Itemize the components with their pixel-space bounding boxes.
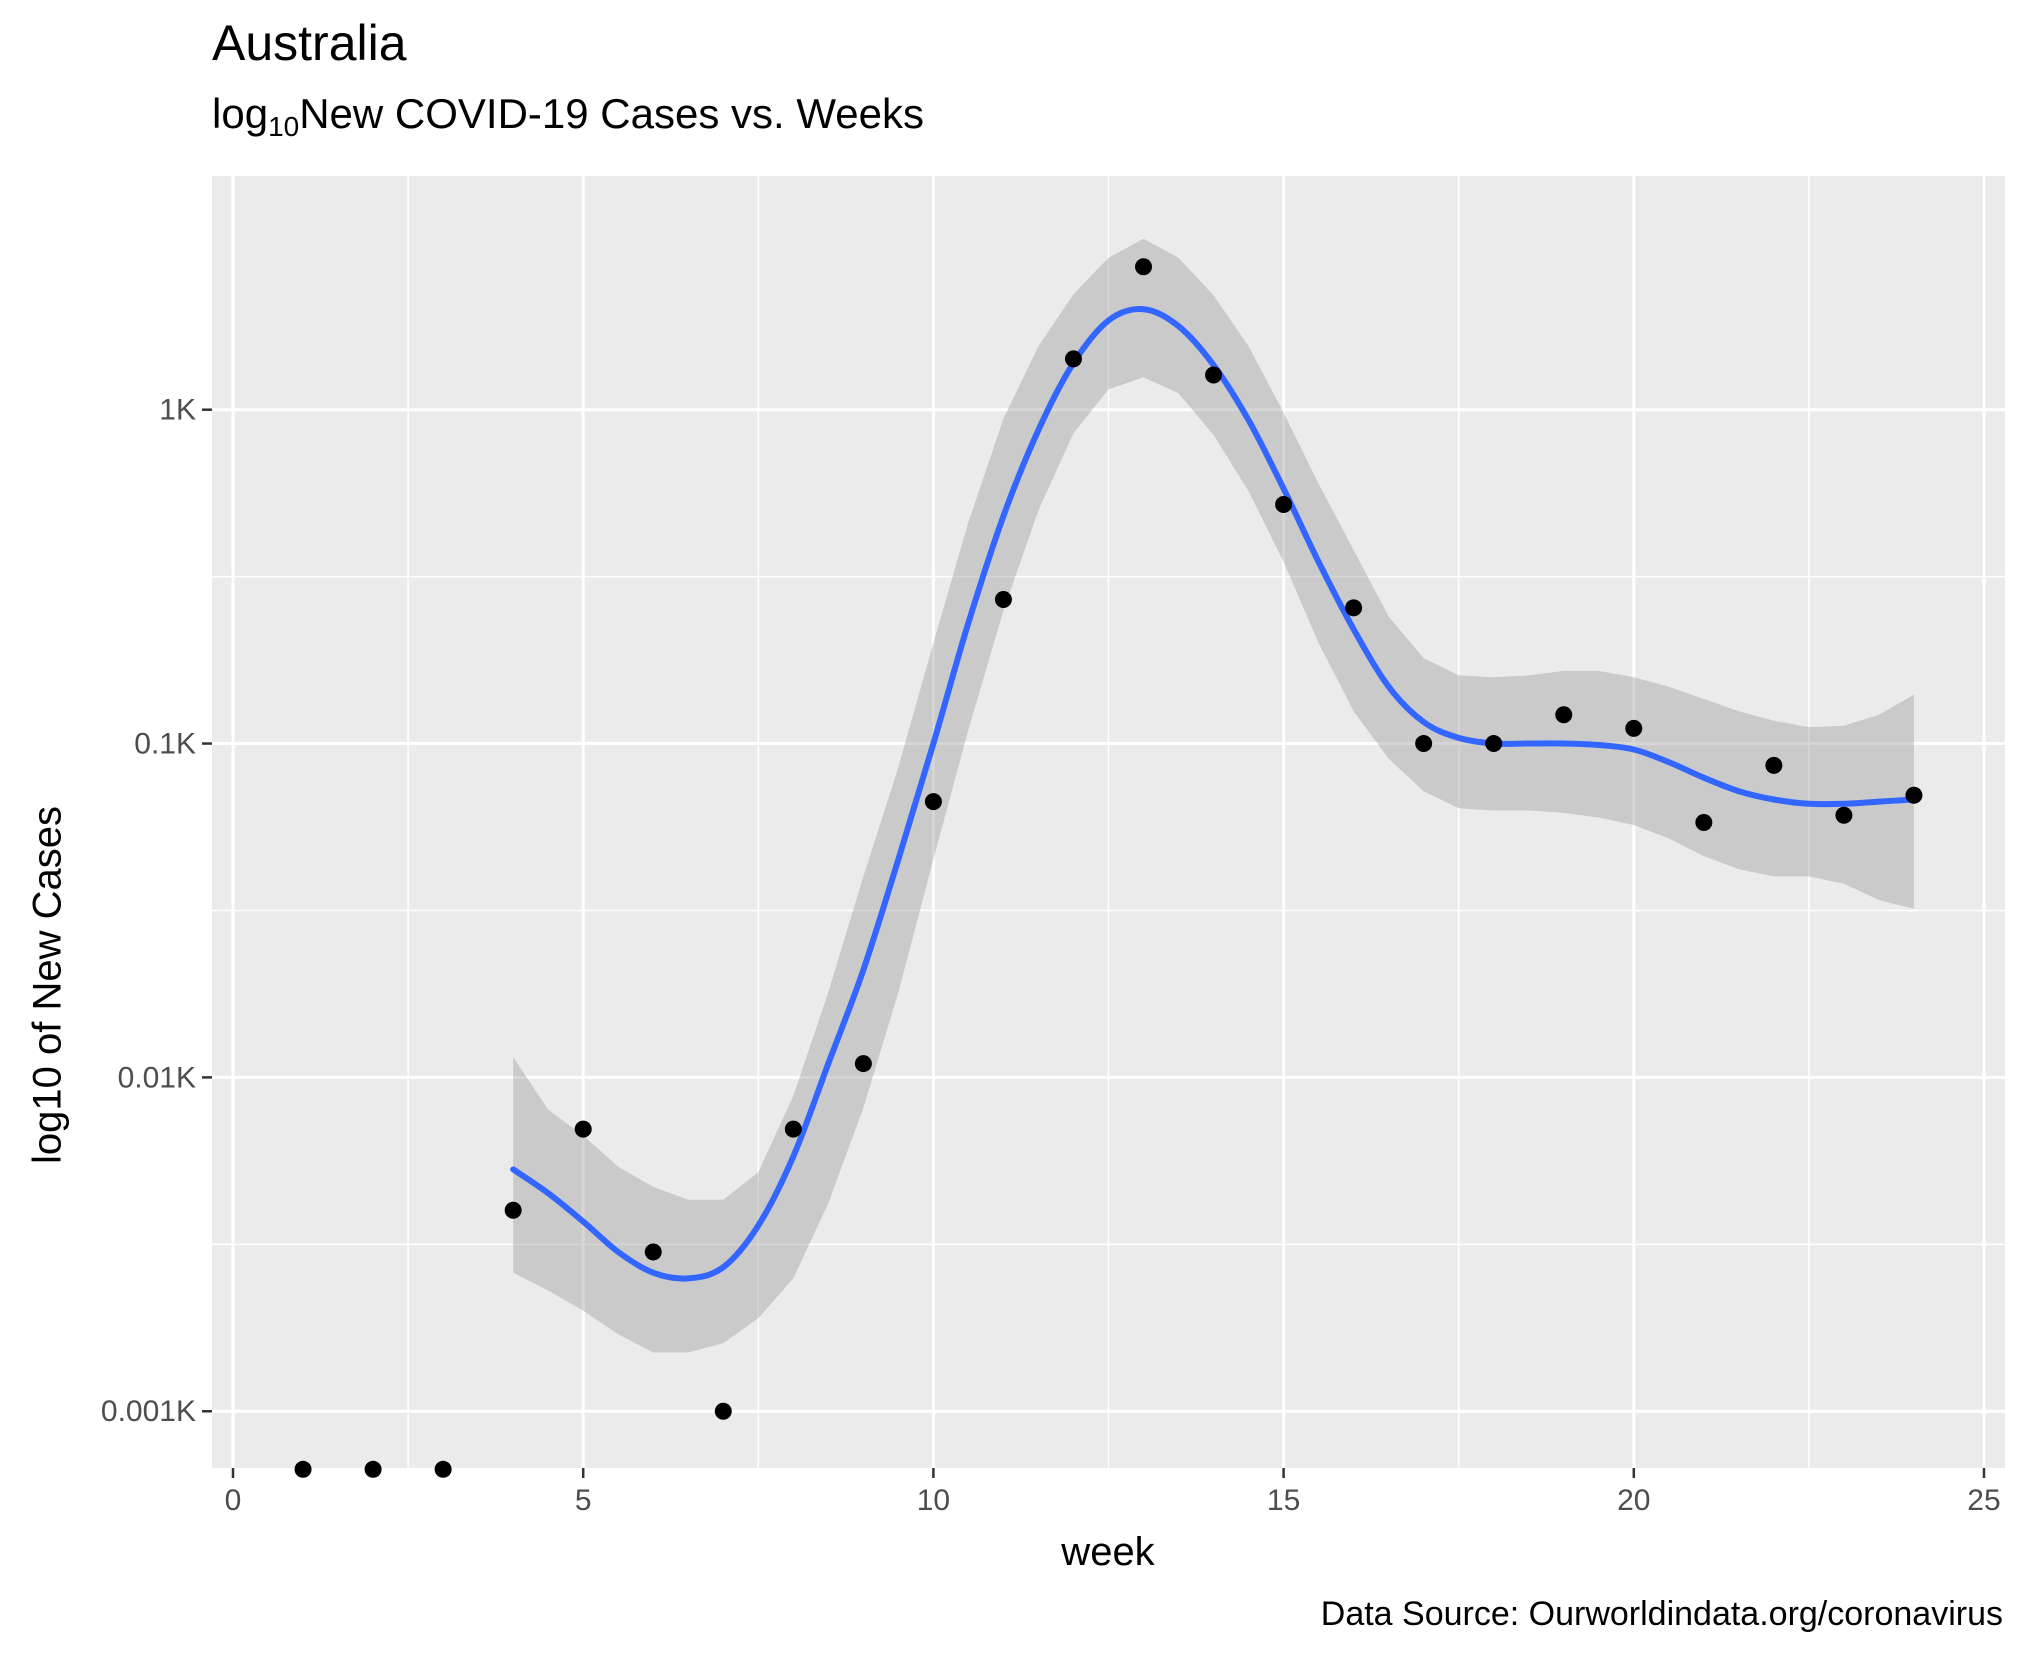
- x-tick-label: 25: [1967, 1484, 2000, 1517]
- data-point: [1765, 756, 1783, 774]
- data-point: [434, 1460, 452, 1478]
- data-point: [294, 1460, 312, 1478]
- confidence-band-layer: [513, 238, 1914, 1353]
- data-point: [1345, 599, 1363, 617]
- x-tick-label: 0: [225, 1484, 242, 1517]
- data-point: [1625, 719, 1643, 737]
- x-tick-label: 20: [1617, 1484, 1650, 1517]
- data-point: [1555, 706, 1573, 724]
- data-source-caption: Data Source: Ourworldindata.org/coronavi…: [1320, 1595, 2003, 1633]
- smooth-line-layer: [510, 306, 1917, 1282]
- y-tick-label: 0.01K: [118, 1061, 196, 1094]
- subtitle-subscript: 10: [268, 111, 300, 142]
- data-point: [1205, 366, 1223, 384]
- data-point: [994, 591, 1012, 609]
- subtitle-log: log: [212, 90, 269, 137]
- data-point: [1905, 786, 1923, 804]
- x-tick-label: 15: [1267, 1484, 1300, 1517]
- x-tick-label: 10: [917, 1484, 950, 1517]
- data-point: [1835, 806, 1853, 824]
- data-point: [574, 1120, 592, 1138]
- data-point: [714, 1402, 732, 1420]
- points-layer: [294, 258, 1923, 1478]
- data-point: [1415, 735, 1433, 753]
- y-tick-label: 1K: [159, 394, 196, 427]
- data-point: [504, 1201, 522, 1219]
- subtitle-text: New COVID-19 Cases vs. Weeks: [299, 90, 924, 137]
- minor-gridlines: [212, 176, 2005, 1468]
- x-tick-label: 5: [575, 1484, 592, 1517]
- data-point: [1275, 496, 1293, 514]
- x-axis-title: week: [1061, 1530, 1155, 1574]
- confidence-band: [513, 238, 1914, 1353]
- data-point: [1135, 258, 1153, 276]
- chart-subtitle: log10New COVID-19 Cases vs. Weeks: [212, 90, 924, 143]
- data-point: [1064, 350, 1082, 368]
- major-gridlines: [212, 176, 2005, 1468]
- data-point: [924, 793, 942, 811]
- data-point: [364, 1460, 382, 1478]
- data-point: [784, 1120, 802, 1138]
- chart-title: Australia: [212, 15, 407, 71]
- smooth-fit-line: [510, 306, 1917, 1282]
- y-tick-label: 0.001K: [101, 1395, 196, 1428]
- axis-ticks: 0 5 10 15 20 25 0.001K 0.01K 0.1K 1K: [101, 394, 2001, 1517]
- data-point: [644, 1243, 662, 1261]
- data-point: [854, 1055, 872, 1073]
- data-point: [1485, 735, 1503, 753]
- y-tick-label: 0.1K: [134, 728, 196, 761]
- data-point: [1695, 814, 1713, 832]
